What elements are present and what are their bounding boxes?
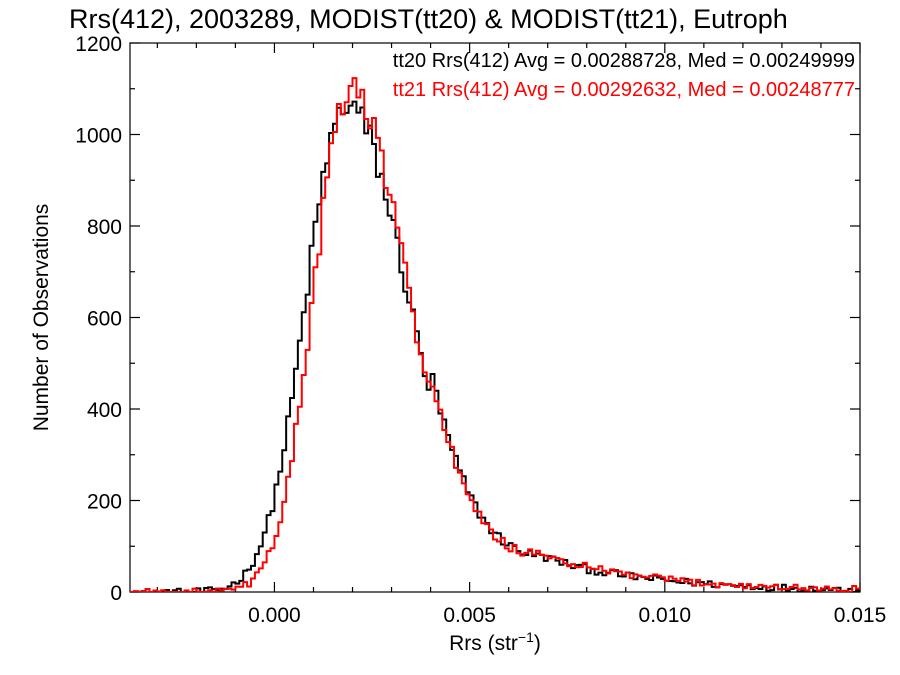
- x-axis-label-end: ): [534, 632, 541, 655]
- y-tick-label: 1200: [75, 33, 122, 56]
- x-tick-label: 0.010: [639, 604, 692, 627]
- y-tick-label: 400: [87, 399, 122, 422]
- series-layer: [130, 77, 860, 592]
- y-axis-label: Number of Observations: [30, 204, 53, 432]
- x-tick-label: 0.000: [248, 604, 301, 627]
- y-tick-label: 600: [87, 308, 122, 331]
- chart-title: Rrs(412), 2003289, MODIST(tt20) & MODIST…: [69, 4, 788, 34]
- y-tick-label: 1000: [75, 125, 122, 148]
- y-axis: 0 200 400 600 800 1000 1200: [75, 33, 860, 605]
- y-tick-label: 800: [87, 216, 122, 239]
- x-tick-label: 0.005: [443, 604, 496, 627]
- y-tick-label: 0: [110, 582, 122, 605]
- legend-entry-tt20: tt20 Rrs(412) Avg = 0.00288728, Med = 0.…: [393, 50, 855, 72]
- legend-entry-tt21: tt21 Rrs(412) Avg = 0.00292632, Med = 0.…: [393, 79, 855, 101]
- x-axis-label: Rrs (str−1): [449, 629, 541, 655]
- x-axis-label-superscript: −1: [518, 629, 534, 645]
- plot-area: 0.000 0.005 0.010 0.015 0 200 400 600 800 1000 12…: [75, 33, 886, 627]
- axis-frame: [129, 42, 861, 593]
- histogram-series-tt21: [130, 77, 860, 592]
- x-axis: 0.000 0.005 0.010 0.015: [156, 43, 887, 627]
- x-axis-label-main: Rrs (str: [449, 632, 518, 655]
- histogram-series-tt20: [130, 100, 860, 592]
- y-tick-label: 200: [87, 491, 122, 514]
- legend: tt20 Rrs(412) Avg = 0.00288728, Med = 0.…: [393, 50, 855, 101]
- x-tick-label: 0.015: [834, 604, 887, 627]
